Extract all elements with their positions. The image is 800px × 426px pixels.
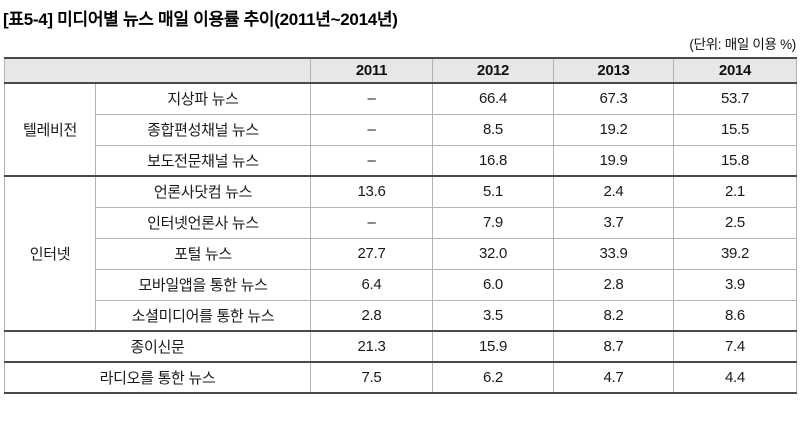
year-header-2014: 2014 xyxy=(673,57,797,84)
table-corner-cell xyxy=(4,57,311,84)
table-row: 소셜미디어를 통한 뉴스 2.8 3.5 8.2 8.6 xyxy=(5,299,797,332)
cell-value: 19.2 xyxy=(553,113,674,146)
table-row: 포털 뉴스 27.7 32.0 33.9 39.2 xyxy=(5,237,797,270)
cell-value: 3.5 xyxy=(432,299,554,332)
cell-value: 15.5 xyxy=(673,113,797,146)
cell-value: – xyxy=(310,113,433,146)
cell-value: 53.7 xyxy=(673,82,797,115)
cell-value: 8.6 xyxy=(673,299,797,332)
table-row: 종이신문 21.3 15.9 8.7 7.4 xyxy=(4,330,797,363)
cell-value: 15.8 xyxy=(673,144,797,177)
cell-value: 5.1 xyxy=(432,175,554,208)
table-row: 모바일앱을 통한 뉴스 6.4 6.0 2.8 3.9 xyxy=(5,268,797,301)
cell-value: 15.9 xyxy=(432,330,554,363)
group-label-internet: 인터넷 xyxy=(4,175,96,332)
cell-value: 2.1 xyxy=(673,175,797,208)
cell-value: 6.4 xyxy=(310,268,433,301)
cell-value: 3.7 xyxy=(553,206,674,239)
cell-value: 7.9 xyxy=(432,206,554,239)
table-row: 보도전문채널 뉴스 – 16.8 19.9 15.8 xyxy=(5,144,797,177)
year-header-2012: 2012 xyxy=(432,57,554,84)
row-label: 보도전문채널 뉴스 xyxy=(95,144,311,177)
cell-value: 19.9 xyxy=(553,144,674,177)
cell-value: 21.3 xyxy=(310,330,433,363)
cell-value: 8.7 xyxy=(553,330,674,363)
table-row: 라디오를 통한 뉴스 7.5 6.2 4.7 4.4 xyxy=(4,361,797,394)
year-header-2013: 2013 xyxy=(553,57,674,84)
row-label: 포털 뉴스 xyxy=(95,237,311,270)
cell-value: 2.5 xyxy=(673,206,797,239)
table-row: 인터넷 언론사닷컴 뉴스 13.6 5.1 2.4 2.1 xyxy=(4,175,797,332)
cell-value: 66.4 xyxy=(432,82,554,115)
cell-value: 6.0 xyxy=(432,268,554,301)
cell-value: 7.4 xyxy=(673,330,797,363)
cell-value: 7.5 xyxy=(310,361,433,394)
table-row: 종합편성채널 뉴스 – 8.5 19.2 15.5 xyxy=(5,113,797,146)
cell-value: 39.2 xyxy=(673,237,797,270)
table-row: 텔레비전 지상파 뉴스 – 66.4 67.3 53.7 xyxy=(4,82,797,177)
year-header-2011: 2011 xyxy=(310,57,433,84)
cell-value: – xyxy=(310,144,433,177)
row-label-paper-newspaper: 종이신문 xyxy=(4,330,311,363)
table-title: [표5-4] 미디어별 뉴스 매일 이용률 추이(2011년~2014년) xyxy=(3,10,398,29)
cell-value: 16.8 xyxy=(432,144,554,177)
row-label: 언론사닷컴 뉴스 xyxy=(95,175,311,208)
header-row: 2011 2012 2013 2014 xyxy=(4,57,797,84)
unit-note: (단위: 매일 이용 %) xyxy=(689,37,796,52)
cell-value: 2.4 xyxy=(553,175,674,208)
group-label-television: 텔레비전 xyxy=(4,82,96,177)
row-label: 인터넷언론사 뉴스 xyxy=(95,206,311,239)
cell-value: 27.7 xyxy=(310,237,433,270)
row-label: 지상파 뉴스 xyxy=(95,82,311,115)
news-usage-table: 2011 2012 2013 2014 텔레비전 지상파 뉴스 – 66.4 6… xyxy=(4,57,797,394)
cell-value: 67.3 xyxy=(553,82,674,115)
cell-value: 32.0 xyxy=(432,237,554,270)
table-row: 인터넷언론사 뉴스 – 7.9 3.7 2.5 xyxy=(5,206,797,239)
cell-value: 4.7 xyxy=(553,361,674,394)
cell-value: 33.9 xyxy=(553,237,674,270)
cell-value: 8.2 xyxy=(553,299,674,332)
row-label: 종합편성채널 뉴스 xyxy=(95,113,311,146)
cell-value: 2.8 xyxy=(310,299,433,332)
cell-value: 13.6 xyxy=(310,175,433,208)
cell-value: 4.4 xyxy=(673,361,797,394)
cell-value: 6.2 xyxy=(432,361,554,394)
row-label: 모바일앱을 통한 뉴스 xyxy=(95,268,311,301)
cell-value: 3.9 xyxy=(673,268,797,301)
row-label-radio-news: 라디오를 통한 뉴스 xyxy=(4,361,311,394)
cell-value: 8.5 xyxy=(432,113,554,146)
cell-value: – xyxy=(310,82,433,115)
cell-value: 2.8 xyxy=(553,268,674,301)
row-label: 소셜미디어를 통한 뉴스 xyxy=(95,299,311,332)
cell-value: – xyxy=(310,206,433,239)
